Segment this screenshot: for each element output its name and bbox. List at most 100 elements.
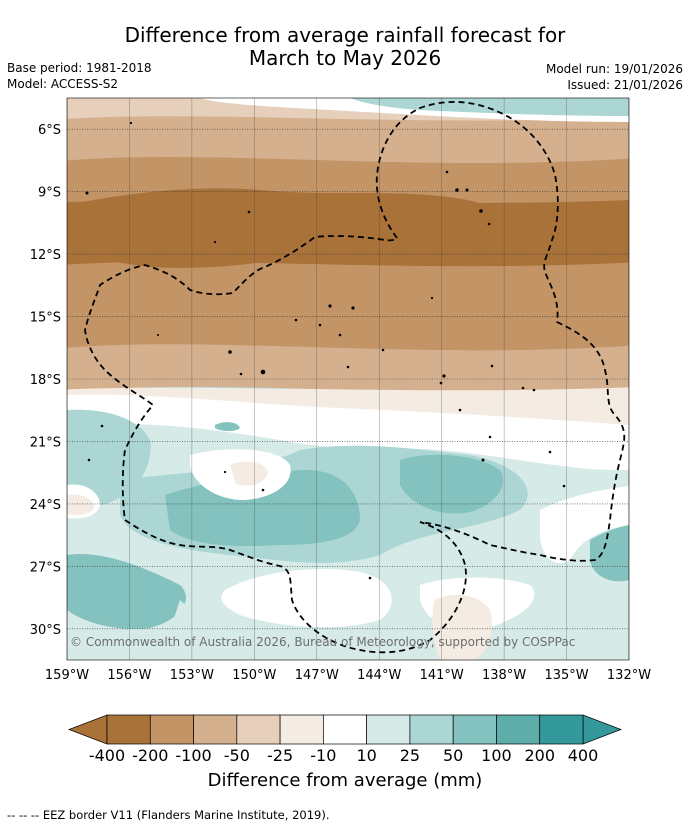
island (548, 450, 552, 454)
island (85, 191, 89, 195)
island (223, 470, 227, 474)
title-line-1: Difference from average rainfall forecas… (124, 23, 566, 47)
colorbar-extend-low (68, 714, 108, 745)
rainfall-band (67, 261, 629, 353)
x-tick-label: 144°W (357, 668, 401, 683)
island (338, 333, 342, 337)
anomaly-region-50b (400, 454, 504, 514)
colorbar-tick-label: -200 (132, 746, 168, 765)
x-axis-ticks: 159°W 156°W 153°W 150°W 147°W 144°W 141°W 138°W… (45, 668, 651, 683)
island (439, 381, 443, 385)
meta-right: Model run: 19/01/2026 Issued: 21/01/2026 (546, 61, 683, 93)
anomaly-region-neg10c (67, 494, 95, 515)
island (479, 209, 483, 213)
model-run: Model run: 19/01/2026 (545, 62, 683, 76)
island (87, 458, 91, 462)
island (346, 365, 350, 369)
anomaly-region-small-50 (215, 422, 240, 431)
colorbar-segment (323, 714, 367, 745)
island (532, 388, 536, 392)
map-area: © Commonwealth of Australia 2026, Bureau… (67, 98, 629, 660)
footer-note: -- -- -- EEZ border V11 (Flanders Marine… (7, 808, 330, 822)
y-tick-label: 6°S (38, 123, 61, 138)
island (260, 369, 266, 375)
y-tick-label: 18°S (30, 373, 61, 388)
y-tick-label: 21°S (30, 435, 61, 450)
colorbar-segment (106, 714, 151, 745)
island (521, 386, 525, 390)
core-dry-region (67, 188, 508, 268)
anomaly-region-light-top (520, 430, 629, 470)
rainfall-band (67, 116, 629, 165)
anomaly-region-50d (590, 525, 629, 582)
colorbar-tick-label: -25 (267, 746, 293, 765)
anomaly-region-white-b (221, 569, 392, 628)
island (318, 323, 322, 327)
meta-left: Base period: 1981-2018 Model: ACCESS-S2 (7, 60, 152, 92)
anomaly-region-white (67, 394, 629, 470)
island (368, 576, 372, 580)
eez-border (84, 101, 626, 654)
colorbar-tick-label: -10 (310, 746, 336, 765)
colorbar-segment (496, 714, 541, 745)
colorbar-segment (149, 714, 194, 745)
island (445, 170, 449, 174)
x-tick-label: 138°W (482, 668, 526, 683)
island (328, 304, 332, 308)
colorbar (68, 714, 622, 745)
x-tick-label: 132°W (607, 668, 651, 683)
island (261, 488, 265, 492)
x-tick-label: 147°W (295, 668, 339, 683)
anomaly-region-neg10 (432, 594, 492, 660)
island (488, 435, 492, 439)
y-tick-label: 12°S (30, 248, 61, 263)
colorbar-tick-label: -50 (224, 746, 250, 765)
island (487, 222, 491, 226)
colorbar-segment (409, 714, 454, 745)
plot-frame (66, 97, 630, 661)
island (294, 318, 298, 322)
colorbar-segment (539, 714, 584, 745)
colorbar-tick-label: 25 (400, 746, 420, 765)
island (455, 188, 459, 192)
chart-title: Difference from average rainfall forecas… (0, 24, 690, 70)
colorbar-ticks: -400 -200 -100 -50 -25 -10 10 25 50 100 200 400 (89, 746, 598, 765)
y-tick-label: 9°S (38, 186, 61, 201)
colorbar-segment (236, 714, 281, 745)
island (562, 484, 566, 488)
colorbar-segment (366, 714, 411, 745)
rainfall-band (67, 344, 629, 395)
x-tick-label: 159°W (45, 668, 89, 683)
island (213, 240, 217, 244)
gridlines (67, 98, 629, 660)
x-tick-label: 150°W (232, 668, 276, 683)
islands (85, 121, 566, 580)
colorbar-tick-label: -100 (175, 746, 211, 765)
anomaly-region-light-bottom (160, 600, 330, 660)
x-tick-label: 153°W (170, 668, 214, 683)
base-period: Base period: 1981-2018 (7, 61, 152, 75)
island (490, 364, 494, 368)
anomaly-region-50c (67, 554, 186, 629)
colorbar-segment (452, 714, 497, 745)
issued-date: Issued: 21/01/2026 (567, 78, 683, 92)
colorbar-segment (193, 714, 238, 745)
island (239, 372, 243, 376)
island (430, 296, 434, 300)
colorbar-tick-label: -400 (89, 746, 125, 765)
southern-detail (67, 394, 629, 660)
island (247, 210, 251, 214)
x-tick-label: 141°W (420, 668, 464, 683)
island (381, 348, 385, 352)
colorbar-extend-high (582, 714, 622, 745)
y-tick-label: 24°S (30, 498, 61, 513)
island (129, 121, 133, 125)
island (228, 350, 232, 354)
y-tick-label: 30°S (30, 623, 61, 638)
island (100, 424, 104, 428)
model-name: Model: ACCESS-S2 (7, 77, 119, 91)
colorbar-segment (279, 714, 324, 745)
island (465, 188, 469, 192)
anomaly-region-white-c (540, 486, 629, 564)
